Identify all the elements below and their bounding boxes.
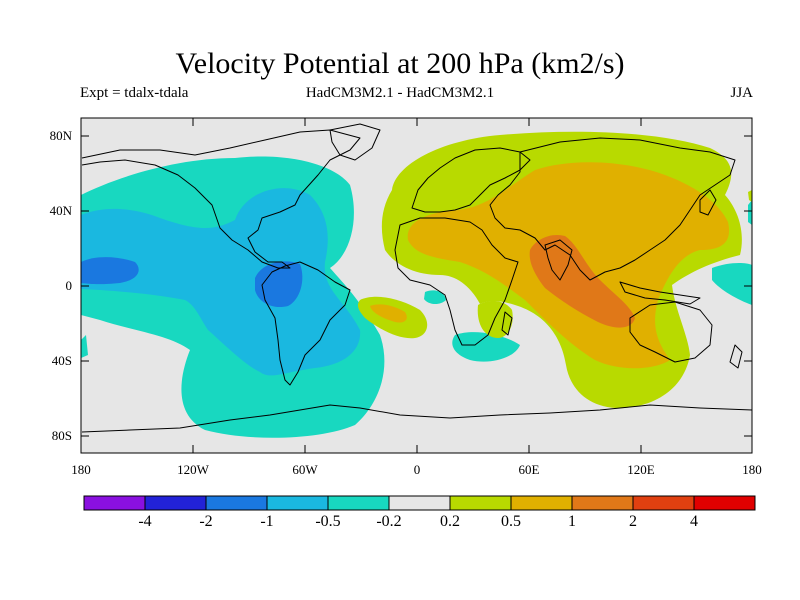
coast-south-america [261,261,351,386]
coast-asia [489,137,736,281]
lon-label-0: 0 [413,462,421,477]
coast-europe [411,147,531,213]
lon-label-60e: 60E [518,462,540,477]
coast-madagascar [501,311,513,336]
coast-antarctica [81,404,752,433]
positive-region-east-edge [748,190,752,202]
coast-australia [629,301,713,363]
season-label: JJA [730,85,753,101]
coast-greenland [329,123,381,161]
lon-label-180e: 180 [742,462,762,477]
coastlines [81,123,752,433]
lon-ticks [192,118,642,453]
coast-india [544,239,573,281]
coast-africa [394,217,519,346]
negative-region-west-africa [424,290,446,305]
colorbar-tick-label: 1 [568,513,576,530]
lat-label-40n: 40N [49,203,72,218]
colorbar-swatch [83,495,146,511]
lon-label-120w: 120W [177,462,209,477]
map-title: Velocity Potential at 200 hPa (km2/s) [175,47,625,80]
positive-region-madagascar [477,300,513,338]
colorbar-swatch [510,495,573,511]
lon-label-180w: 180 [71,462,91,477]
colorbar-tick-label: 2 [629,513,637,530]
colorbar-tick-label: -2 [199,513,213,530]
colorbar-swatch [144,495,207,511]
lat-label-40s: 40S [51,353,72,368]
negative-region-east-pacific [712,263,752,305]
lat-label-equator: 0 [65,278,73,293]
colorbar-swatch [327,495,390,511]
negative-region-core-amazon [255,261,303,308]
negative-region-core-pacific [81,257,139,285]
colorbar-swatch [388,495,451,511]
model-label: HadCM3M2.1 - HadCM3M2.1 [305,85,495,101]
coast-new-zealand [729,344,743,369]
colorbar-swatch [571,495,634,511]
negative-region-atlantic [748,200,752,225]
colorbar-swatch [266,495,329,511]
colorbar-swatch [632,495,695,511]
colorbar-tick-label: -0.2 [376,513,402,530]
lat-ticks [81,135,752,437]
experiment-label: Expt = tdalx-tdala [80,85,189,101]
colorbar-tick-label: 0.2 [440,513,460,530]
colorbar-tick-label: -4 [138,513,152,530]
positive-region-east-pacific-core [370,304,407,323]
coast-north-america [81,129,361,269]
positive-region-indian-ocean [529,234,635,328]
negative-region-south-atlantic [452,332,520,362]
lat-label-80s: 80S [51,428,72,443]
colorbar-tick-label: 0.5 [501,513,521,530]
coast-indonesia [619,281,701,305]
map-field [81,118,752,453]
negative-region-mid [81,188,361,376]
colorbar-swatch [449,495,512,511]
coast-japan [699,189,717,216]
lon-label-60w: 60W [292,462,318,477]
colorbar-tick-label: -0.5 [315,513,341,530]
negative-region-left-edge [81,335,88,358]
colorbar-tick-label: 4 [690,513,698,530]
lon-label-120e: 120E [627,462,655,477]
colorbar-swatch [693,495,756,511]
colorbar-tick-label: -1 [260,513,274,530]
colorbar-swatch [205,495,268,511]
lat-label-80n: 80N [49,128,72,143]
colorbar [83,495,756,511]
